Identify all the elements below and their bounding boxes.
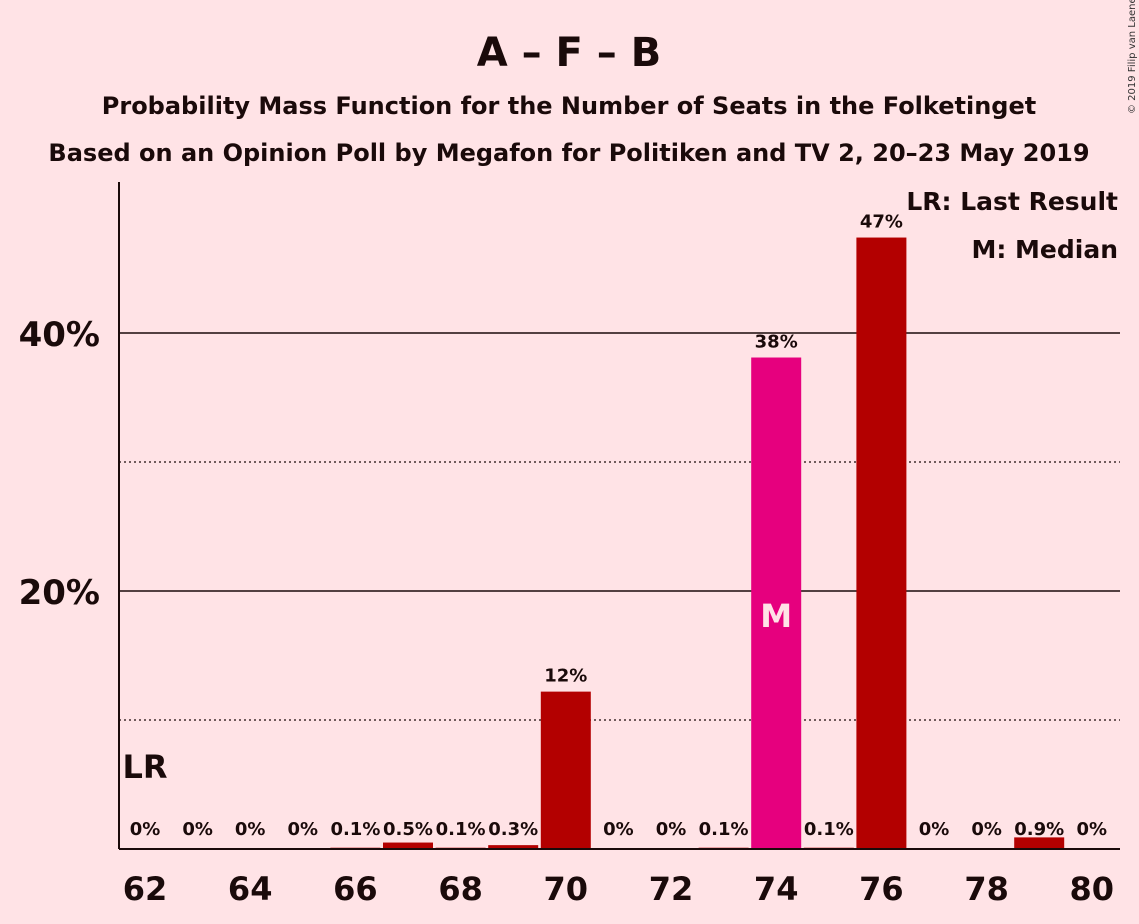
value-label-seat-64: 0% bbox=[235, 819, 266, 840]
bar-seat-74 bbox=[751, 357, 802, 849]
value-label-seat-77: 0% bbox=[919, 819, 950, 840]
value-label-seat-67: 0.5% bbox=[383, 819, 433, 840]
bar-seat-69 bbox=[488, 845, 539, 849]
x-tick-label: 80 bbox=[1070, 870, 1115, 908]
y-tick-label: 20% bbox=[19, 573, 100, 613]
legend-median: M: Median bbox=[971, 235, 1118, 264]
y-tick-label: 40% bbox=[19, 315, 100, 355]
x-axis-ticks: 62 64 66 68 70 72 74 76 78 80 bbox=[123, 870, 1114, 908]
last-result-marker: LR bbox=[122, 748, 167, 786]
value-labels: 0% 0% 0% 0% 0.1% 0.5% 0.1% 0.3%12%0% 0% 0.1%38%M0… bbox=[122, 212, 1107, 840]
gridlines bbox=[119, 332, 1120, 721]
value-label-seat-74: 38% bbox=[755, 332, 798, 353]
value-label-seat-73: 0.1% bbox=[699, 819, 749, 840]
x-tick-label: 72 bbox=[649, 870, 694, 908]
x-tick-label: 78 bbox=[964, 870, 1009, 908]
bar-seat-70 bbox=[540, 691, 591, 849]
value-label-seat-70: 12% bbox=[544, 666, 587, 687]
x-tick-label: 62 bbox=[123, 870, 168, 908]
x-tick-label: 76 bbox=[859, 870, 904, 908]
value-label-seat-79: 0.9% bbox=[1014, 819, 1064, 840]
x-tick-label: 68 bbox=[438, 870, 483, 908]
x-tick-label: 70 bbox=[544, 870, 589, 908]
median-marker: M bbox=[760, 597, 792, 635]
bar-seat-79 bbox=[1014, 837, 1065, 849]
bar-seat-76 bbox=[856, 237, 907, 850]
value-label-seat-65: 0% bbox=[288, 819, 319, 840]
value-label-seat-72: 0% bbox=[656, 819, 687, 840]
chart-subtitle-1: Probability Mass Function for the Number… bbox=[102, 92, 1036, 120]
value-label-seat-62: 0% bbox=[130, 819, 161, 840]
bar-seat-67 bbox=[383, 842, 433, 849]
x-tick-label: 74 bbox=[754, 870, 799, 908]
value-label-seat-66: 0.1% bbox=[330, 819, 380, 840]
value-label-seat-80: 0% bbox=[1077, 819, 1108, 840]
value-label-seat-71: 0% bbox=[603, 819, 634, 840]
legend-last-result: LR: Last Result bbox=[906, 187, 1118, 216]
chart-subtitle-2: Based on an Opinion Poll by Megafon for … bbox=[48, 139, 1089, 167]
value-label-seat-63: 0% bbox=[182, 819, 213, 840]
value-label-seat-68: 0.1% bbox=[436, 819, 486, 840]
value-label-seat-75: 0.1% bbox=[804, 819, 854, 840]
x-tick-label: 66 bbox=[333, 870, 378, 908]
value-label-seat-69: 0.3% bbox=[488, 819, 538, 840]
chart-title: A – F – B bbox=[477, 30, 661, 76]
copyright-note: © 2019 Filip van Laenen bbox=[1127, 0, 1138, 114]
value-label-seat-76: 47% bbox=[860, 212, 903, 233]
x-tick-label: 64 bbox=[228, 870, 273, 908]
value-label-seat-78: 0% bbox=[971, 819, 1002, 840]
y-axis-ticks: 20% 40% bbox=[19, 315, 100, 613]
bars bbox=[330, 237, 1065, 850]
